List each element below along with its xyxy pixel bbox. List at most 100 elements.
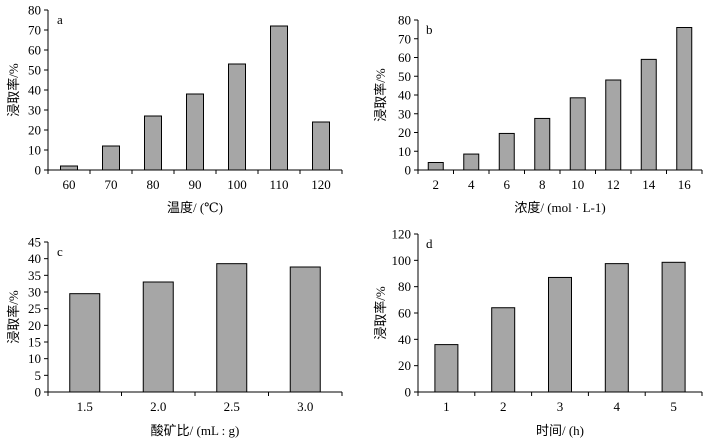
y-tick-label: 50 [398,69,411,84]
bar-110 [270,25,288,171]
x-tick-label: 2 [500,399,507,414]
y-tick-label: 20 [398,125,411,140]
bar-4 [604,263,629,393]
y-tick-label: 40 [28,83,41,98]
x-tick-label: 2 [433,177,440,192]
x-tick-label: 4 [614,399,621,414]
y-tick-label: 0 [405,385,412,400]
bar-2 [491,307,516,393]
x-tick-label: 110 [269,177,288,192]
y-tick-label: 20 [28,123,41,138]
bar-80 [144,115,162,171]
y-axis-title: 浸取率/% [373,68,388,122]
y-tick-label: 80 [398,13,411,28]
y-tick-label: 20 [398,358,411,373]
bar-2.0 [142,281,174,393]
bar-3 [548,276,572,393]
y-axis-title: 浸取率/% [6,63,21,117]
y-tick-label: 30 [28,285,41,300]
y-tick-label: 60 [398,50,411,65]
y-tick-label: 25 [28,301,41,316]
bar-8 [534,117,551,171]
panel-letter: d [426,236,433,251]
x-tick-label: 70 [105,177,118,192]
x-tick-label: 3 [557,399,564,414]
bar-6 [498,132,515,171]
bar-10 [569,97,586,171]
x-tick-label: 120 [311,177,331,192]
y-axis-title: 浸取率/% [6,290,21,344]
y-tick-label: 70 [28,23,41,38]
y-tick-label: 10 [28,351,41,366]
bar-16 [676,27,693,171]
x-tick-label: 5 [670,399,677,414]
x-tick-label: 12 [607,177,620,192]
bar-120 [312,121,330,171]
x-tick-label: 16 [678,177,692,192]
y-tick-label: 40 [398,332,411,347]
x-axis-title: 酸矿比/ (mL : g) [151,423,240,438]
y-tick-label: 10 [28,143,41,158]
panel-letter: b [426,22,433,37]
y-tick-label: 35 [28,268,41,283]
y-tick-label: 10 [398,144,411,159]
bar-2.5 [216,263,248,393]
panel-letter: a [57,12,63,27]
bar-90 [186,93,204,171]
x-tick-label: 60 [63,177,76,192]
y-tick-label: 70 [398,31,411,46]
bar-60 [60,165,78,171]
x-tick-label: 80 [147,177,160,192]
x-tick-label: 1.5 [77,399,93,414]
panel-letter: c [57,244,63,259]
panel-a: 0 10 20 30 40 50 60 70 80 60 70 80 90 100 110 120 温度/ (℃… [6,3,343,215]
y-tick-label: 45 [28,235,41,250]
y-tick-label: 5 [35,368,42,383]
x-tick-label: 4 [468,177,475,192]
bar-2 [427,162,444,171]
x-tick-label: 6 [504,177,511,192]
y-tick-label: 30 [398,106,411,121]
bar-1.5 [69,293,101,393]
x-tick-label: 1 [443,399,450,414]
bar-14 [640,58,657,171]
y-tick-label: 60 [398,306,411,321]
x-tick-label: 2.5 [224,399,240,414]
y-axis-title: 浸取率/% [373,286,388,340]
x-tick-label: 90 [189,177,202,192]
x-tick-label: 14 [642,177,656,192]
axes: 0 10 20 30 40 50 60 70 80 [28,3,343,178]
bar-100 [228,63,246,171]
y-tick-label: 0 [35,385,42,400]
y-tick-label: 0 [35,163,42,178]
panel-d: 0 20 40 60 80 100 120 1 2 3 4 5 时间/ (h) 浸取率/% d [373,227,703,438]
panel-b: 0 10 20 30 40 50 60 70 80 2 4 6 8 10 12 14 16 浓度/ (mol · … [373,13,703,215]
y-tick-label: 15 [28,335,41,350]
y-tick-label: 20 [28,318,41,333]
x-tick-label: 8 [539,177,546,192]
y-tick-label: 100 [392,253,412,268]
x-tick-label: 2.0 [150,399,166,414]
x-tick-label: 3.0 [297,399,313,414]
y-tick-label: 50 [28,63,41,78]
bar-12 [605,79,622,171]
y-tick-label: 80 [398,279,411,294]
y-tick-label: 40 [398,88,411,103]
bar-1 [434,344,459,393]
y-tick-label: 120 [392,227,412,242]
bar-5 [661,261,686,393]
y-tick-label: 60 [28,43,41,58]
y-tick-label: 40 [28,251,41,266]
x-axis-title: 温度/ (℃) [167,200,223,215]
y-tick-label: 80 [28,3,41,18]
y-tick-label: 30 [28,103,41,118]
x-axis-title: 时间/ (h) [536,423,584,438]
y-tick-label: 0 [405,163,412,178]
x-tick-label: 100 [227,177,247,192]
bar-70 [102,145,120,171]
bar-4 [463,153,480,171]
axes: 0 20 40 60 80 100 120 [392,227,703,400]
x-axis-title: 浓度/ (mol · L-1) [514,200,605,215]
